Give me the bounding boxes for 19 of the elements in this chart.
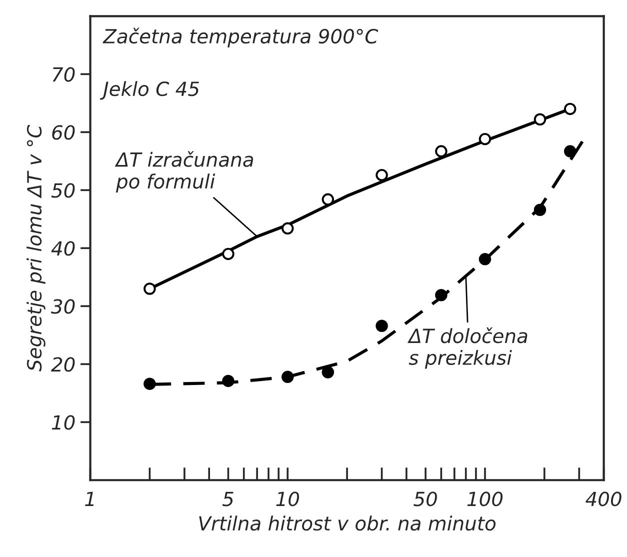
x-tick-label: 10 [276,492,300,506]
x-tick-label: 5 [222,492,234,506]
y-tick-label: 30 [51,299,75,314]
x-tick-label: 50 [414,492,437,506]
annotation: Jeklo C 45 [100,81,199,100]
y-tick-label: 50 [51,183,75,198]
y-tick-label: 60 [52,125,75,140]
y-axis-title: Segretje pri lomu ΔT v °C [26,124,46,372]
annotation: ΔT izračunana po formuli [114,151,254,192]
x-axis-title: Vrtilna hitrost v obr. na minuto [199,516,496,531]
y-tick-label: 70 [52,67,75,82]
x-tick-label: 100 [467,492,503,506]
x-tick-label: 1 [85,492,94,506]
annotation: ΔT določena s preizkusi [407,327,528,369]
y-tick-label: 40 [51,241,75,256]
annotation: Začetna temperatura 900°C [102,28,378,48]
y-tick-label: 20 [51,357,75,372]
x-tick-label: 400 [586,492,622,506]
y-tick-label: 10 [52,415,75,430]
